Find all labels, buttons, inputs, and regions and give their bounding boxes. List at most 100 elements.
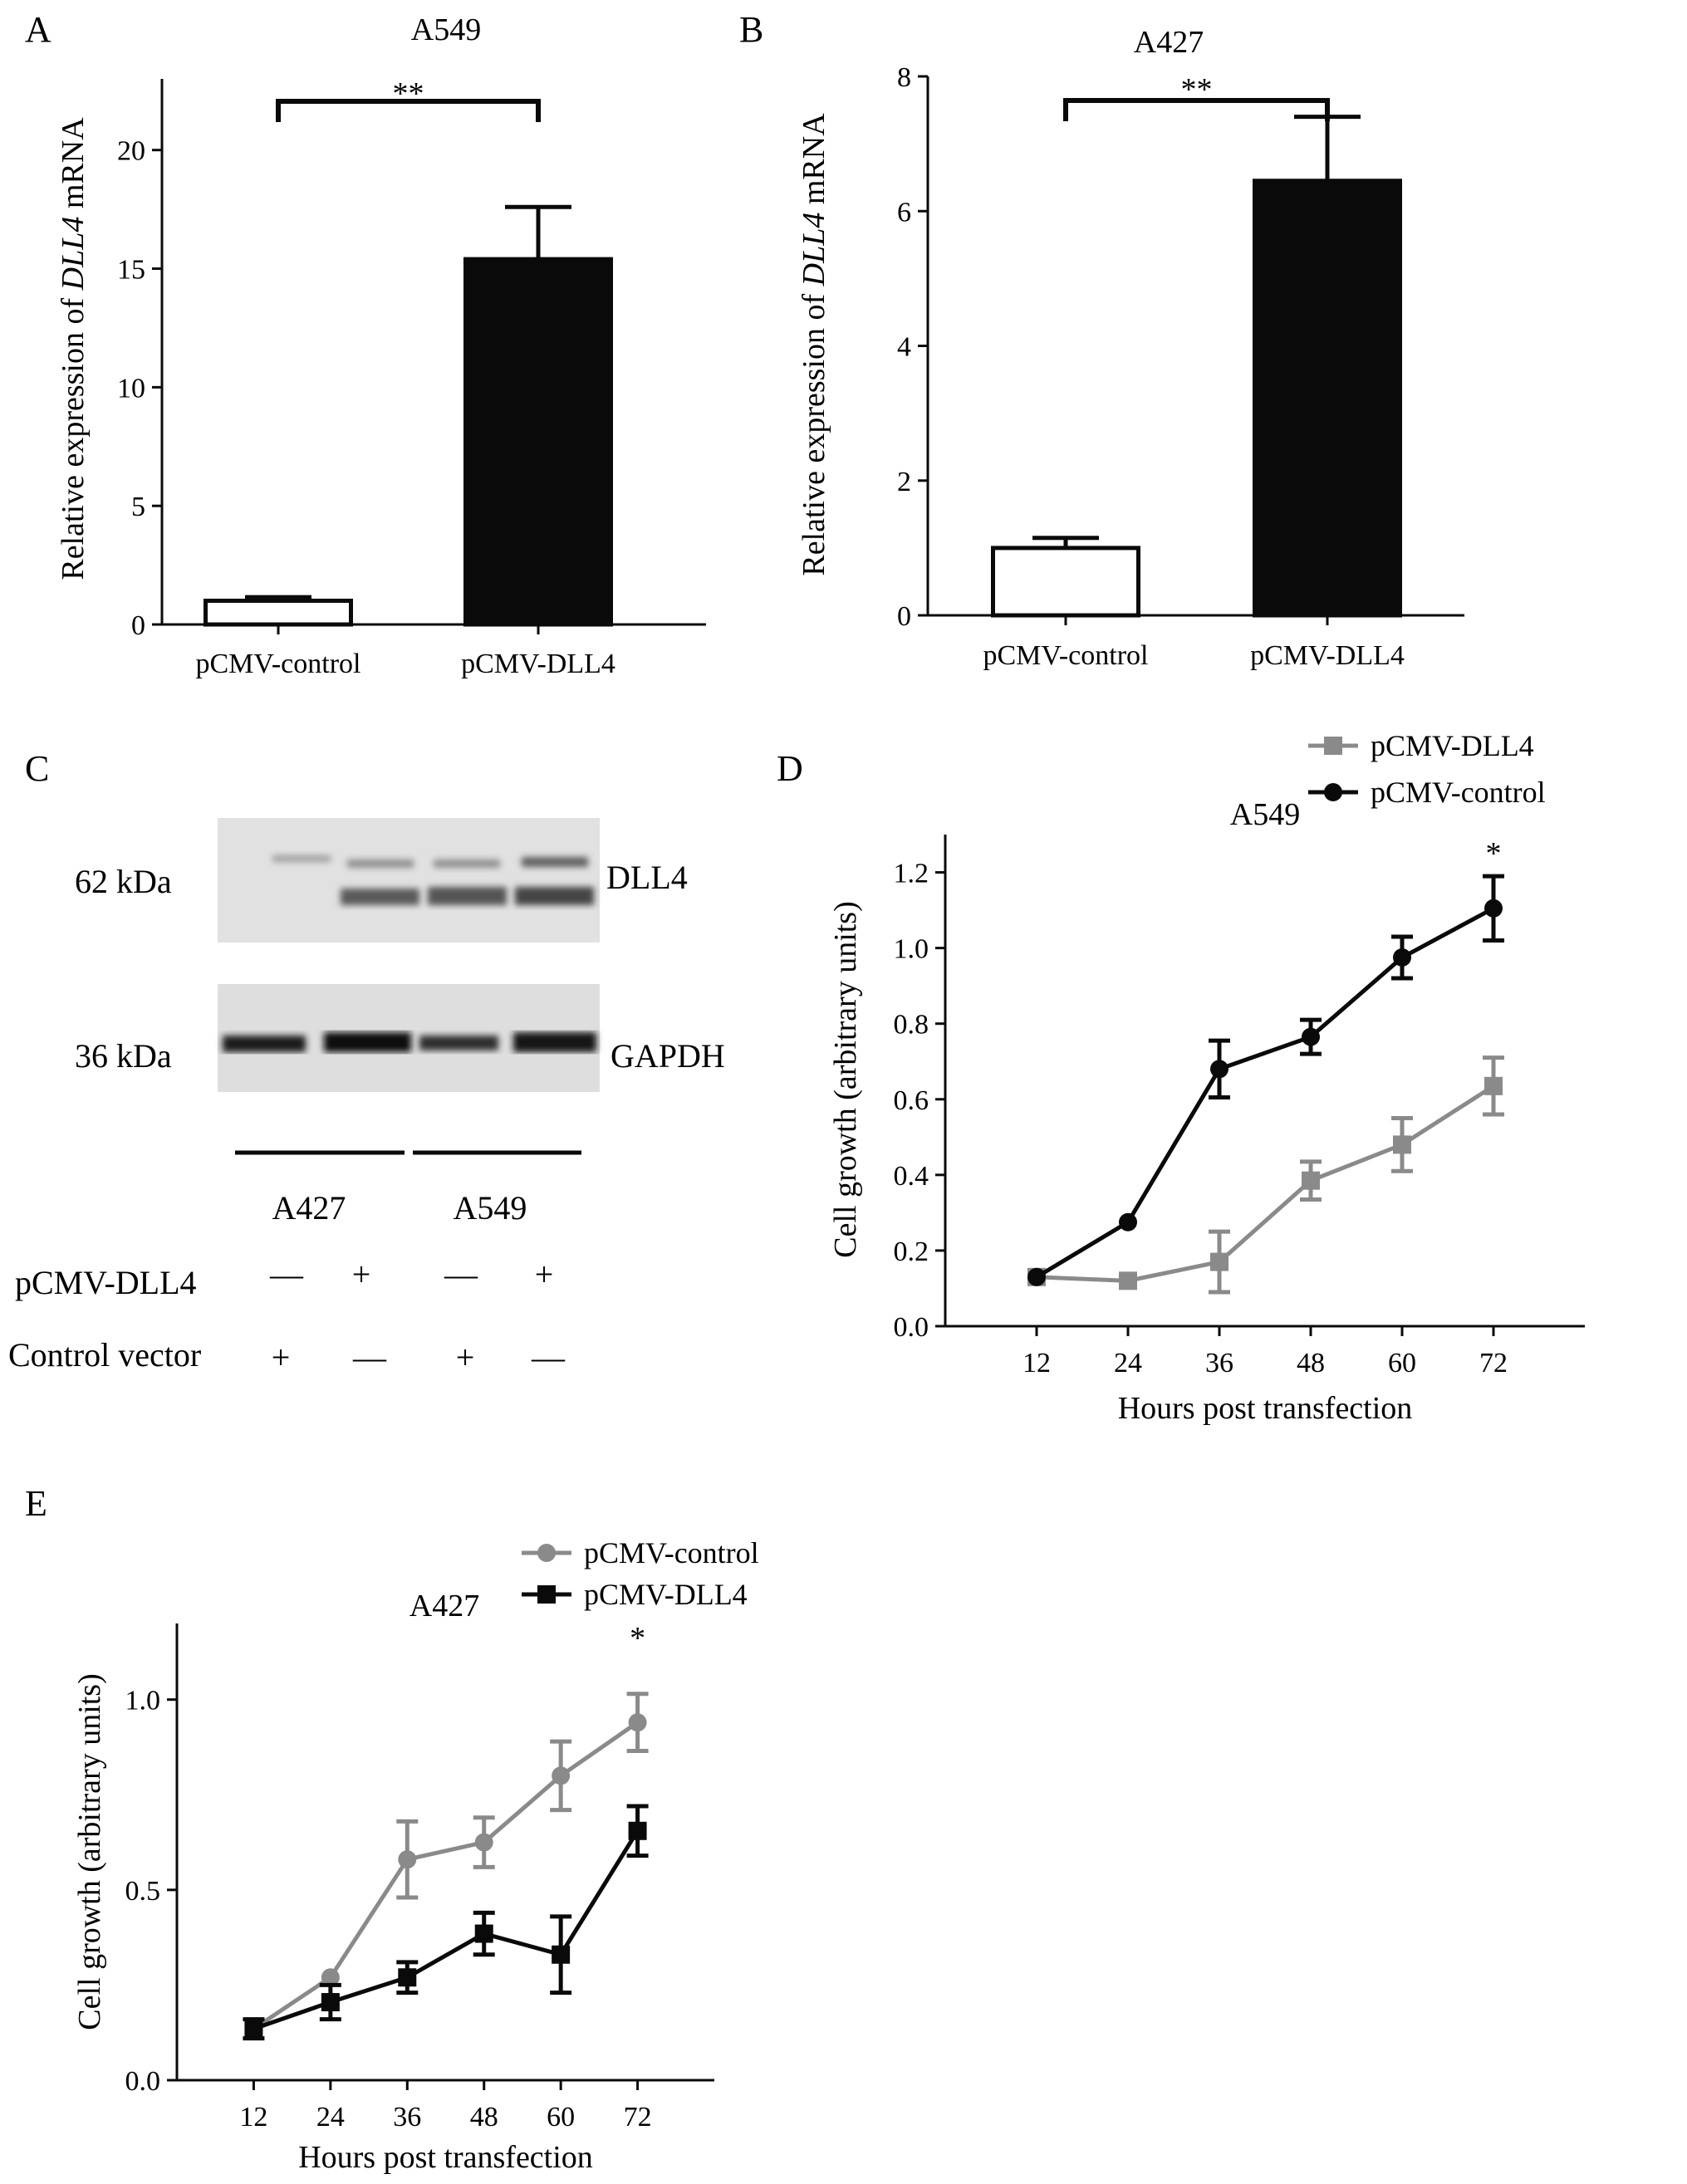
series-line [253, 1829, 640, 2031]
x-axis-label: Hours post transfection [1118, 1391, 1413, 1426]
group-a549-label: A549 [454, 1189, 527, 1227]
y-axis-label-part: Relative expression of [797, 286, 831, 575]
data-point [1484, 1076, 1503, 1095]
data-point [552, 1945, 571, 1964]
series-pCMV-DLL4: pCMV-DLL4 [1027, 729, 1534, 1295]
data-point [1119, 1271, 1137, 1290]
series-pCMV-control: pCMV-control [1027, 776, 1546, 1286]
data-point [1302, 1171, 1320, 1190]
chart-title: A549 [1230, 797, 1300, 832]
bar [991, 546, 1140, 618]
sign: — [531, 1339, 566, 1376]
data-point [1393, 1135, 1411, 1154]
chart-panel-B: B A427 0 2 4 6 8 Relative expression of DLL4 mR… [739, 9, 1464, 671]
data-point [552, 1766, 571, 1785]
x-tick-label: 48 [470, 2102, 498, 2133]
legend-label: pCMV-DLL4 [1371, 729, 1534, 762]
series-line [253, 1721, 639, 2031]
y-axis-label: Relative expression of DLL4 mRNA [797, 113, 831, 576]
y-tick-label: 4 [897, 332, 911, 363]
legend-marker [1324, 783, 1342, 801]
group-a427-label: A427 [272, 1189, 346, 1227]
y-tick-label: 2 [897, 467, 911, 497]
sign: — [352, 1339, 387, 1376]
data-point [244, 2020, 263, 2039]
x-category-label: pCMV-control [196, 649, 361, 679]
x-tick-label: 36 [1205, 1348, 1233, 1378]
data-point [321, 1968, 340, 1987]
y-tick-label: 6 [897, 197, 911, 228]
y-tick-label: 1.0 [125, 1686, 161, 1716]
significance-marker: ** [1181, 72, 1213, 107]
y-axis-label: Relative expression of DLL4 mRNA [56, 117, 91, 580]
panel-letter: A [25, 9, 51, 50]
legend-label: pCMV-control [1371, 776, 1546, 809]
x-tick-label: 60 [1388, 1348, 1416, 1378]
data-point [1119, 1212, 1137, 1232]
data-point [398, 1968, 417, 1987]
data-point [474, 1924, 493, 1943]
y-tick-label: 8 [897, 62, 911, 93]
legend-marker [1324, 737, 1342, 755]
gapdh-band-label: GAPDH [611, 1037, 725, 1075]
x-tick-label: 24 [316, 2102, 345, 2133]
chart-title: A427 [1134, 25, 1204, 60]
y-tick-label: 0.2 [894, 1236, 929, 1267]
data-point [628, 1821, 647, 1840]
y-axis-label-gene: DLL4 [797, 213, 831, 287]
series-pCMV-DLL4: pCMV-DLL4 [243, 1578, 748, 2041]
y-tick-label: 0.4 [894, 1161, 929, 1192]
bar [463, 257, 613, 627]
significance-marker: * [1486, 836, 1502, 871]
x-tick-label: 72 [624, 2102, 652, 2133]
row-control-vector-label: Control vector [8, 1336, 201, 1374]
kda62-label: 62 kDa [75, 863, 172, 900]
sign: — [269, 1256, 304, 1293]
row2-signs: + — + — [272, 1339, 566, 1376]
chart-title: A427 [409, 1589, 479, 1623]
sign: + [535, 1256, 554, 1293]
significance-marker: * [630, 1621, 645, 1656]
x-axis-label: Hours post transfection [298, 2140, 593, 2175]
sign: — [444, 1256, 478, 1293]
y-tick-label: 0 [897, 601, 911, 632]
y-tick-label: 0.5 [125, 1876, 161, 1907]
y-tick-label: 15 [117, 255, 145, 286]
panel-letter: C [25, 748, 49, 789]
series-pCMV-control: pCMV-control [244, 1536, 759, 2039]
data-point [1393, 948, 1411, 967]
legend-marker [537, 1585, 556, 1604]
legend-marker [537, 1544, 556, 1562]
blot-membrane-top [218, 818, 600, 943]
x-tick-label: 36 [393, 2102, 421, 2133]
data-point [1210, 1252, 1228, 1271]
data-point [1027, 1267, 1046, 1286]
chart-panel-D: D A549 0.0 0.2 0.4 0.6 0.8 1.0 1.2 Cell growth (a… [777, 729, 1585, 1426]
x-tick-label: 12 [239, 2102, 267, 2133]
panel-letter: D [777, 748, 803, 789]
data-point [321, 1993, 340, 2012]
data-point [1484, 899, 1503, 918]
y-axis-label-part: mRNA [797, 113, 831, 213]
y-tick-label: 0.0 [894, 1312, 929, 1343]
y-tick-label: 1.2 [894, 859, 929, 889]
x-tick-label: 12 [1022, 1348, 1051, 1378]
y-axis-label: Cell growth (arbitrary units) [72, 1673, 107, 2030]
y-tick-label: 0.6 [894, 1085, 929, 1116]
y-axis-label-gene: DLL4 [56, 217, 91, 291]
y-tick-label: 5 [131, 492, 145, 522]
dll4-band-label: DLL4 [606, 859, 688, 896]
western-blot-panel: C DLL4 GAPDH 62 kDa 36 kDa A427 A549 pCM… [8, 748, 725, 1376]
legend-label: pCMV-DLL4 [584, 1578, 748, 1611]
sign: + [456, 1339, 475, 1376]
data-point [398, 1850, 417, 1869]
data-point [1210, 1060, 1228, 1079]
y-axis-label-part: Relative expression of [56, 290, 91, 580]
chart-title: A549 [411, 12, 481, 47]
y-tick-label: 10 [117, 373, 145, 404]
significance-bracket [276, 99, 541, 122]
chart-panel-A: A A549 0 5 10 15 20 Relative expression of DLL4… [25, 9, 706, 679]
dll4-bands [272, 855, 594, 905]
legend-label: pCMV-control [584, 1536, 759, 1569]
